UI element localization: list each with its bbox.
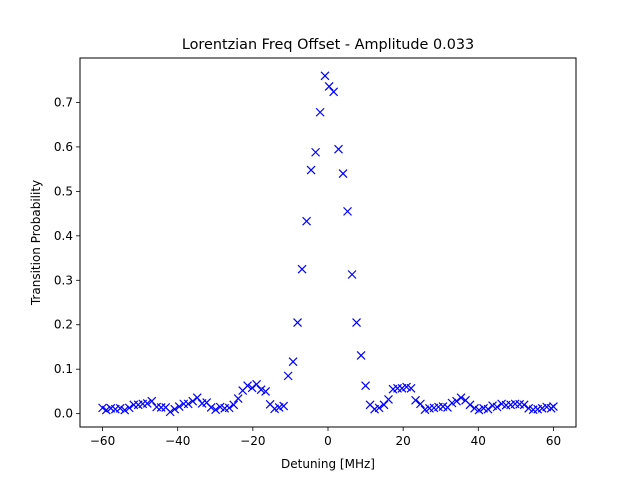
data-point-marker <box>302 216 312 226</box>
data-point-marker <box>347 270 357 279</box>
data-point-marker <box>233 394 243 403</box>
x-axis-label: Detuning [MHz] <box>281 457 375 471</box>
data-point-marker <box>456 393 466 403</box>
data-point-marker <box>288 357 298 367</box>
y-axis-ticks: 0.0 0.1 0.2 0.3 0.4 0.5 0.6 0.7 <box>54 95 80 421</box>
data-point-marker <box>261 387 271 396</box>
data-point-marker <box>142 399 152 408</box>
y-tick-label: 0.7 <box>54 95 73 109</box>
data-point-marker <box>293 318 302 327</box>
x-tick-label: 60 <box>546 434 561 448</box>
data-point-marker <box>170 404 180 414</box>
y-tick-label: 0.4 <box>54 229 73 243</box>
data-point-marker <box>101 405 111 415</box>
data-point-marker <box>165 407 175 417</box>
x-tick-label: −60 <box>90 434 115 448</box>
data-point-marker <box>492 402 502 412</box>
data-point-marker <box>470 403 479 413</box>
data-point-marker <box>320 71 330 81</box>
data-point-marker <box>352 318 361 327</box>
y-tick-label: 0.6 <box>54 140 73 154</box>
data-point-marker <box>192 393 202 403</box>
y-tick-label: 0.2 <box>54 318 73 332</box>
data-point-marker <box>343 206 352 216</box>
data-point-marker <box>115 403 125 413</box>
data-point-marker <box>474 405 484 415</box>
y-axis-label: Transition Probability <box>29 180 43 306</box>
data-point-marker <box>411 395 420 405</box>
data-point-marker <box>311 147 321 157</box>
chart-title: Lorentzian Freq Offset - Amplitude 0.033 <box>182 37 474 53</box>
data-point-marker <box>465 400 475 410</box>
y-tick-label: 0.3 <box>54 273 73 287</box>
x-tick-label: −40 <box>165 434 190 448</box>
data-point-marker <box>206 403 216 412</box>
data-point-marker <box>483 404 493 414</box>
data-point-marker <box>329 87 339 97</box>
data-point-marker <box>519 400 529 410</box>
data-point-marker <box>356 350 366 360</box>
data-point-marker <box>374 403 384 413</box>
data-point-marker <box>247 383 257 393</box>
data-point-marker <box>406 383 416 393</box>
data-point-marker <box>211 405 221 415</box>
x-tick-label: −20 <box>240 434 265 448</box>
data-point-marker <box>229 400 239 410</box>
x-tick-label: 40 <box>471 434 486 448</box>
data-point-marker <box>124 403 134 413</box>
data-point-marker <box>279 401 289 411</box>
data-point-marker <box>361 381 371 391</box>
data-point-marker <box>256 385 266 395</box>
data-point-marker <box>416 399 425 409</box>
data-point-marker <box>243 381 253 391</box>
data-point-marker <box>147 396 157 406</box>
data-point-marker <box>183 399 193 409</box>
plot-area-frame <box>79 57 577 428</box>
y-tick-label: 0.5 <box>54 184 73 198</box>
data-point-marker <box>549 402 558 411</box>
data-point-marker <box>224 403 234 413</box>
data-point-marker <box>334 144 343 154</box>
data-point-marker <box>120 405 130 415</box>
data-point-marker <box>297 264 307 274</box>
x-tick-label: 0 <box>324 434 332 448</box>
x-tick-label: 20 <box>396 434 411 448</box>
data-point-marker <box>452 396 461 406</box>
x-axis-ticks: −60 −40 −20 0 20 40 60 <box>90 427 561 448</box>
y-tick-label: 0.0 <box>54 407 73 421</box>
data-markers <box>98 71 558 417</box>
y-tick-label: 0.1 <box>54 362 73 376</box>
data-point-marker <box>315 107 325 117</box>
data-point-marker <box>338 169 348 179</box>
data-point-marker <box>188 396 198 406</box>
data-point-marker <box>283 371 293 381</box>
data-point-marker <box>306 165 316 175</box>
data-point-marker <box>447 398 457 408</box>
data-point-marker <box>174 402 184 411</box>
data-point-marker <box>384 395 393 404</box>
